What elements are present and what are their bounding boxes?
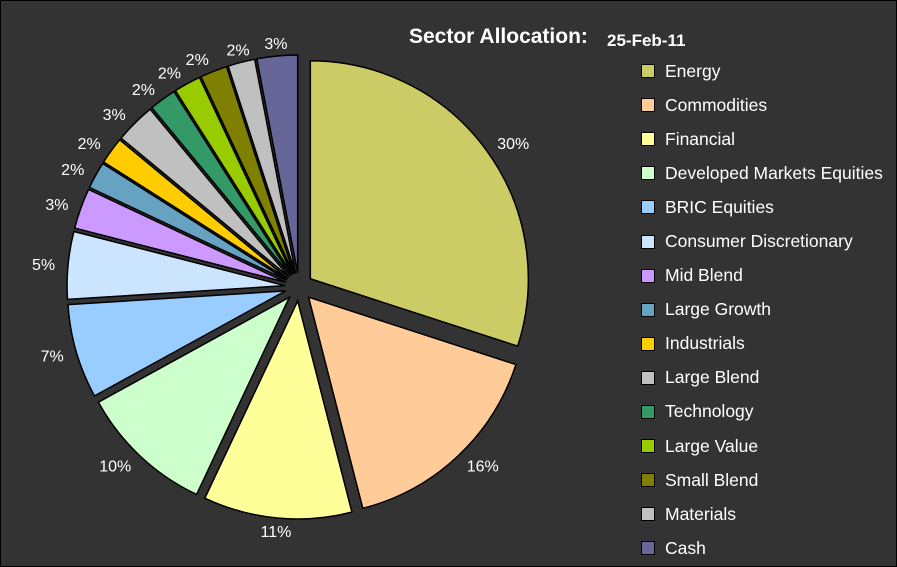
legend-item-15: Cash — [641, 531, 883, 565]
legend-swatch — [641, 268, 655, 283]
legend-swatch — [641, 507, 655, 522]
legend-item-12: Large Value — [641, 429, 883, 463]
legend-label: Developed Markets Equities — [665, 162, 883, 183]
legend-item-4: Developed Markets Equities — [641, 156, 883, 190]
data-label-3: 11% — [261, 524, 292, 541]
legend-item-11: Technology — [641, 395, 883, 429]
legend-swatch — [641, 166, 655, 181]
pie-slice-10 — [120, 108, 290, 278]
data-label-7: 3% — [45, 197, 68, 214]
legend-swatch — [641, 64, 655, 79]
pie-slice-5 — [67, 290, 286, 397]
legend-item-13: Small Blend — [641, 463, 883, 497]
data-label-14: 2% — [227, 43, 250, 60]
legend-swatch — [641, 98, 655, 113]
legend-item-2: Commodities — [641, 88, 883, 122]
pie-slice-13 — [200, 65, 295, 275]
legend-label: Small Blend — [665, 469, 759, 490]
legend-label: Consumer Discretionary — [665, 231, 853, 252]
legend-label: Large Growth — [665, 299, 772, 320]
legend-item-1: Energy — [641, 54, 883, 88]
pie-slice-7 — [73, 188, 287, 283]
legend-swatch — [641, 370, 655, 385]
pie-slice-14 — [227, 58, 297, 274]
legend-label: Large Blend — [665, 367, 760, 388]
legend-item-3: Financial — [641, 122, 883, 156]
data-label-1: 30% — [497, 136, 529, 153]
pie-slice-1 — [309, 60, 530, 348]
legend-label: Financial — [665, 128, 736, 149]
pie-slice-12 — [174, 76, 293, 276]
data-label-5: 7% — [41, 348, 64, 365]
legend-swatch — [641, 404, 655, 419]
legend-swatch — [641, 132, 655, 147]
pie-slice-9 — [102, 138, 289, 280]
legend-item-9: Industrials — [641, 327, 883, 361]
legend-label: Large Value — [665, 435, 759, 456]
legend-item-8: Large Growth — [641, 293, 883, 327]
legend-swatch — [641, 336, 655, 351]
legend-swatch — [641, 234, 655, 249]
legend-label: Technology — [665, 401, 754, 422]
legend-label: Materials — [665, 503, 736, 524]
data-label-8: 2% — [61, 162, 84, 179]
legend-label: BRIC Equities — [665, 196, 774, 217]
data-label-12: 2% — [158, 65, 181, 82]
legend-item-14: Materials — [641, 497, 883, 531]
data-label-6: 5% — [32, 257, 55, 274]
pie-slice-2 — [307, 296, 517, 510]
legend: Energy Commodities Financial Developed Mark… — [641, 54, 883, 565]
data-label-15: 3% — [264, 36, 287, 53]
legend-item-6: Consumer Discretionary — [641, 224, 883, 258]
legend-item-5: BRIC Equities — [641, 190, 883, 224]
chart-date: 25-Feb-11 — [607, 31, 686, 50]
legend-label: Energy — [665, 60, 721, 81]
pie-slice-6 — [66, 230, 286, 301]
legend-item-7: Mid Blend — [641, 259, 883, 293]
data-label-11: 2% — [132, 82, 155, 99]
pie-slice-4 — [97, 295, 292, 496]
legend-label: Commodities — [665, 94, 768, 115]
legend-swatch — [641, 439, 655, 454]
legend-swatch — [641, 302, 655, 317]
pie-slice-11 — [150, 90, 292, 277]
data-label-2: 16% — [467, 459, 499, 476]
chart-title: Sector Allocation: — [409, 25, 588, 48]
data-label-10: 3% — [103, 107, 126, 124]
data-label-13: 2% — [186, 52, 209, 69]
pie-slice-8 — [88, 162, 288, 281]
legend-swatch — [641, 200, 655, 215]
legend-swatch — [641, 541, 655, 556]
data-label-4: 10% — [99, 459, 131, 476]
data-label-9: 2% — [78, 136, 101, 153]
legend-swatch — [641, 473, 655, 488]
pie-slice-3 — [203, 298, 353, 520]
legend-label: Cash — [665, 537, 706, 558]
legend-label: Industrials — [665, 333, 745, 354]
legend-item-10: Large Blend — [641, 361, 883, 395]
legend-label: Mid Blend — [665, 265, 743, 286]
pie-slice-15 — [255, 54, 299, 274]
